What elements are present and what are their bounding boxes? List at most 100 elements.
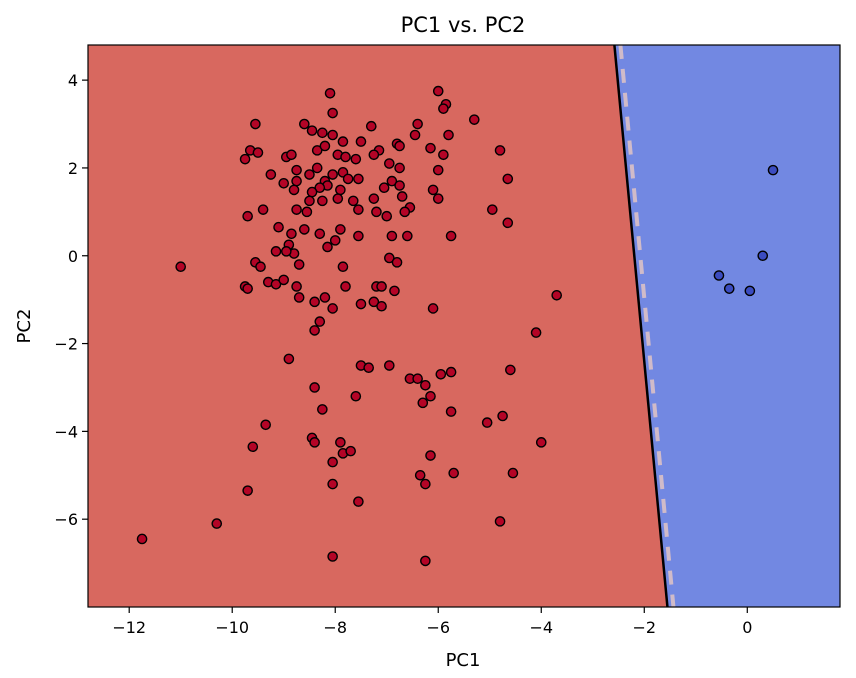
x-tick-label: −12 [112, 618, 146, 637]
scatter-point [317, 127, 328, 139]
scatter-point [353, 173, 364, 185]
scatter-point [286, 149, 297, 161]
scatter-point [420, 379, 431, 391]
scatter-point [432, 85, 444, 97]
scatter-point [368, 149, 380, 161]
scatter-point [293, 292, 305, 303]
scatter-point [353, 204, 364, 215]
scatter-point [309, 296, 320, 308]
y-tick-label: 0 [68, 247, 78, 266]
scatter-point [327, 303, 338, 314]
scatter-point [427, 184, 439, 196]
scatter-point [242, 283, 253, 294]
scatter-point [309, 382, 320, 393]
scatter-point [353, 496, 364, 507]
scatter-point [363, 362, 375, 374]
scatter-point [239, 153, 251, 165]
scatter-point [319, 292, 331, 303]
scatter-point [438, 149, 449, 161]
scatter-point [306, 125, 318, 136]
scatter-point [265, 169, 277, 180]
region-right [614, 45, 840, 607]
scatter-point [443, 129, 454, 141]
scatter-point [535, 437, 547, 448]
x-tick-label: −8 [323, 618, 347, 637]
scatter-point [317, 404, 328, 415]
scatter-point [340, 281, 351, 292]
plot-area [87, 44, 841, 608]
scatter-point [335, 224, 346, 235]
scatter-point [394, 140, 405, 152]
scatter-point [551, 289, 563, 301]
scatter-point [291, 175, 302, 187]
scatter-point [409, 129, 421, 141]
y-tick-label: −4 [54, 422, 78, 441]
scatter-point [260, 419, 271, 431]
scatter-point [420, 478, 431, 490]
scatter-point [327, 456, 338, 468]
scatter-point [211, 518, 223, 529]
scatter-point [288, 184, 300, 196]
scatter-point [319, 140, 331, 152]
scatter-point [345, 445, 356, 457]
scatter-point [391, 257, 403, 268]
x-tick-label: −6 [426, 618, 450, 637]
scatter-point [299, 224, 310, 235]
scatter-point [420, 555, 431, 567]
scatter-point [329, 235, 341, 246]
scatter-point [425, 450, 436, 461]
scatter-point [335, 437, 346, 448]
scatter-point [425, 390, 436, 402]
scatter-point [713, 270, 725, 281]
scatter-point [291, 164, 302, 176]
scatter-point [494, 516, 506, 527]
scatter-point [273, 221, 284, 233]
scatter-point [386, 230, 398, 242]
scatter-point [507, 467, 519, 479]
scatter-point [378, 182, 390, 193]
scatter-point [332, 193, 344, 204]
scatter-point [337, 136, 349, 147]
scatter-point [270, 278, 282, 290]
scatter-point [368, 193, 380, 204]
scatter-point [337, 261, 349, 273]
scatter-point [355, 136, 367, 147]
scatter-point [306, 186, 318, 198]
scatter-point [247, 441, 259, 453]
scatter-point [322, 241, 333, 253]
scatter-point [365, 120, 377, 132]
scatter-point [394, 180, 405, 191]
y-tick-label: −2 [54, 335, 78, 354]
scatter-point [396, 191, 408, 202]
scatter-point [427, 303, 439, 314]
scatter-point [327, 551, 338, 562]
scatter-point [355, 298, 367, 310]
scatter-point [767, 164, 779, 176]
x-tick-label: −4 [529, 618, 553, 637]
scatter-point [342, 173, 354, 185]
scatter-point [242, 485, 253, 496]
decision-boundary-line [613, 44, 669, 608]
scatter-point [376, 300, 387, 312]
scatter-point [417, 397, 429, 409]
scatter-point [445, 406, 457, 417]
scatter-point [270, 246, 282, 257]
x-tick-label: −2 [632, 618, 656, 637]
scatter-point [350, 390, 362, 402]
scatter-point [402, 230, 413, 242]
scatter-point [412, 373, 423, 384]
scatter-point [257, 204, 269, 215]
scatter-point [317, 195, 328, 207]
scatter-point [502, 173, 514, 185]
scatter-point [311, 162, 323, 174]
y-tick-label: −6 [54, 510, 78, 529]
scatter-point [304, 169, 315, 180]
scatter-point [324, 87, 336, 99]
scatter-point [281, 246, 292, 257]
y-axis-label: PC2 [14, 309, 35, 344]
scatter-point [723, 283, 735, 294]
scatter-point [744, 285, 756, 297]
scatter-point [389, 285, 400, 297]
scatter-point [412, 118, 423, 130]
